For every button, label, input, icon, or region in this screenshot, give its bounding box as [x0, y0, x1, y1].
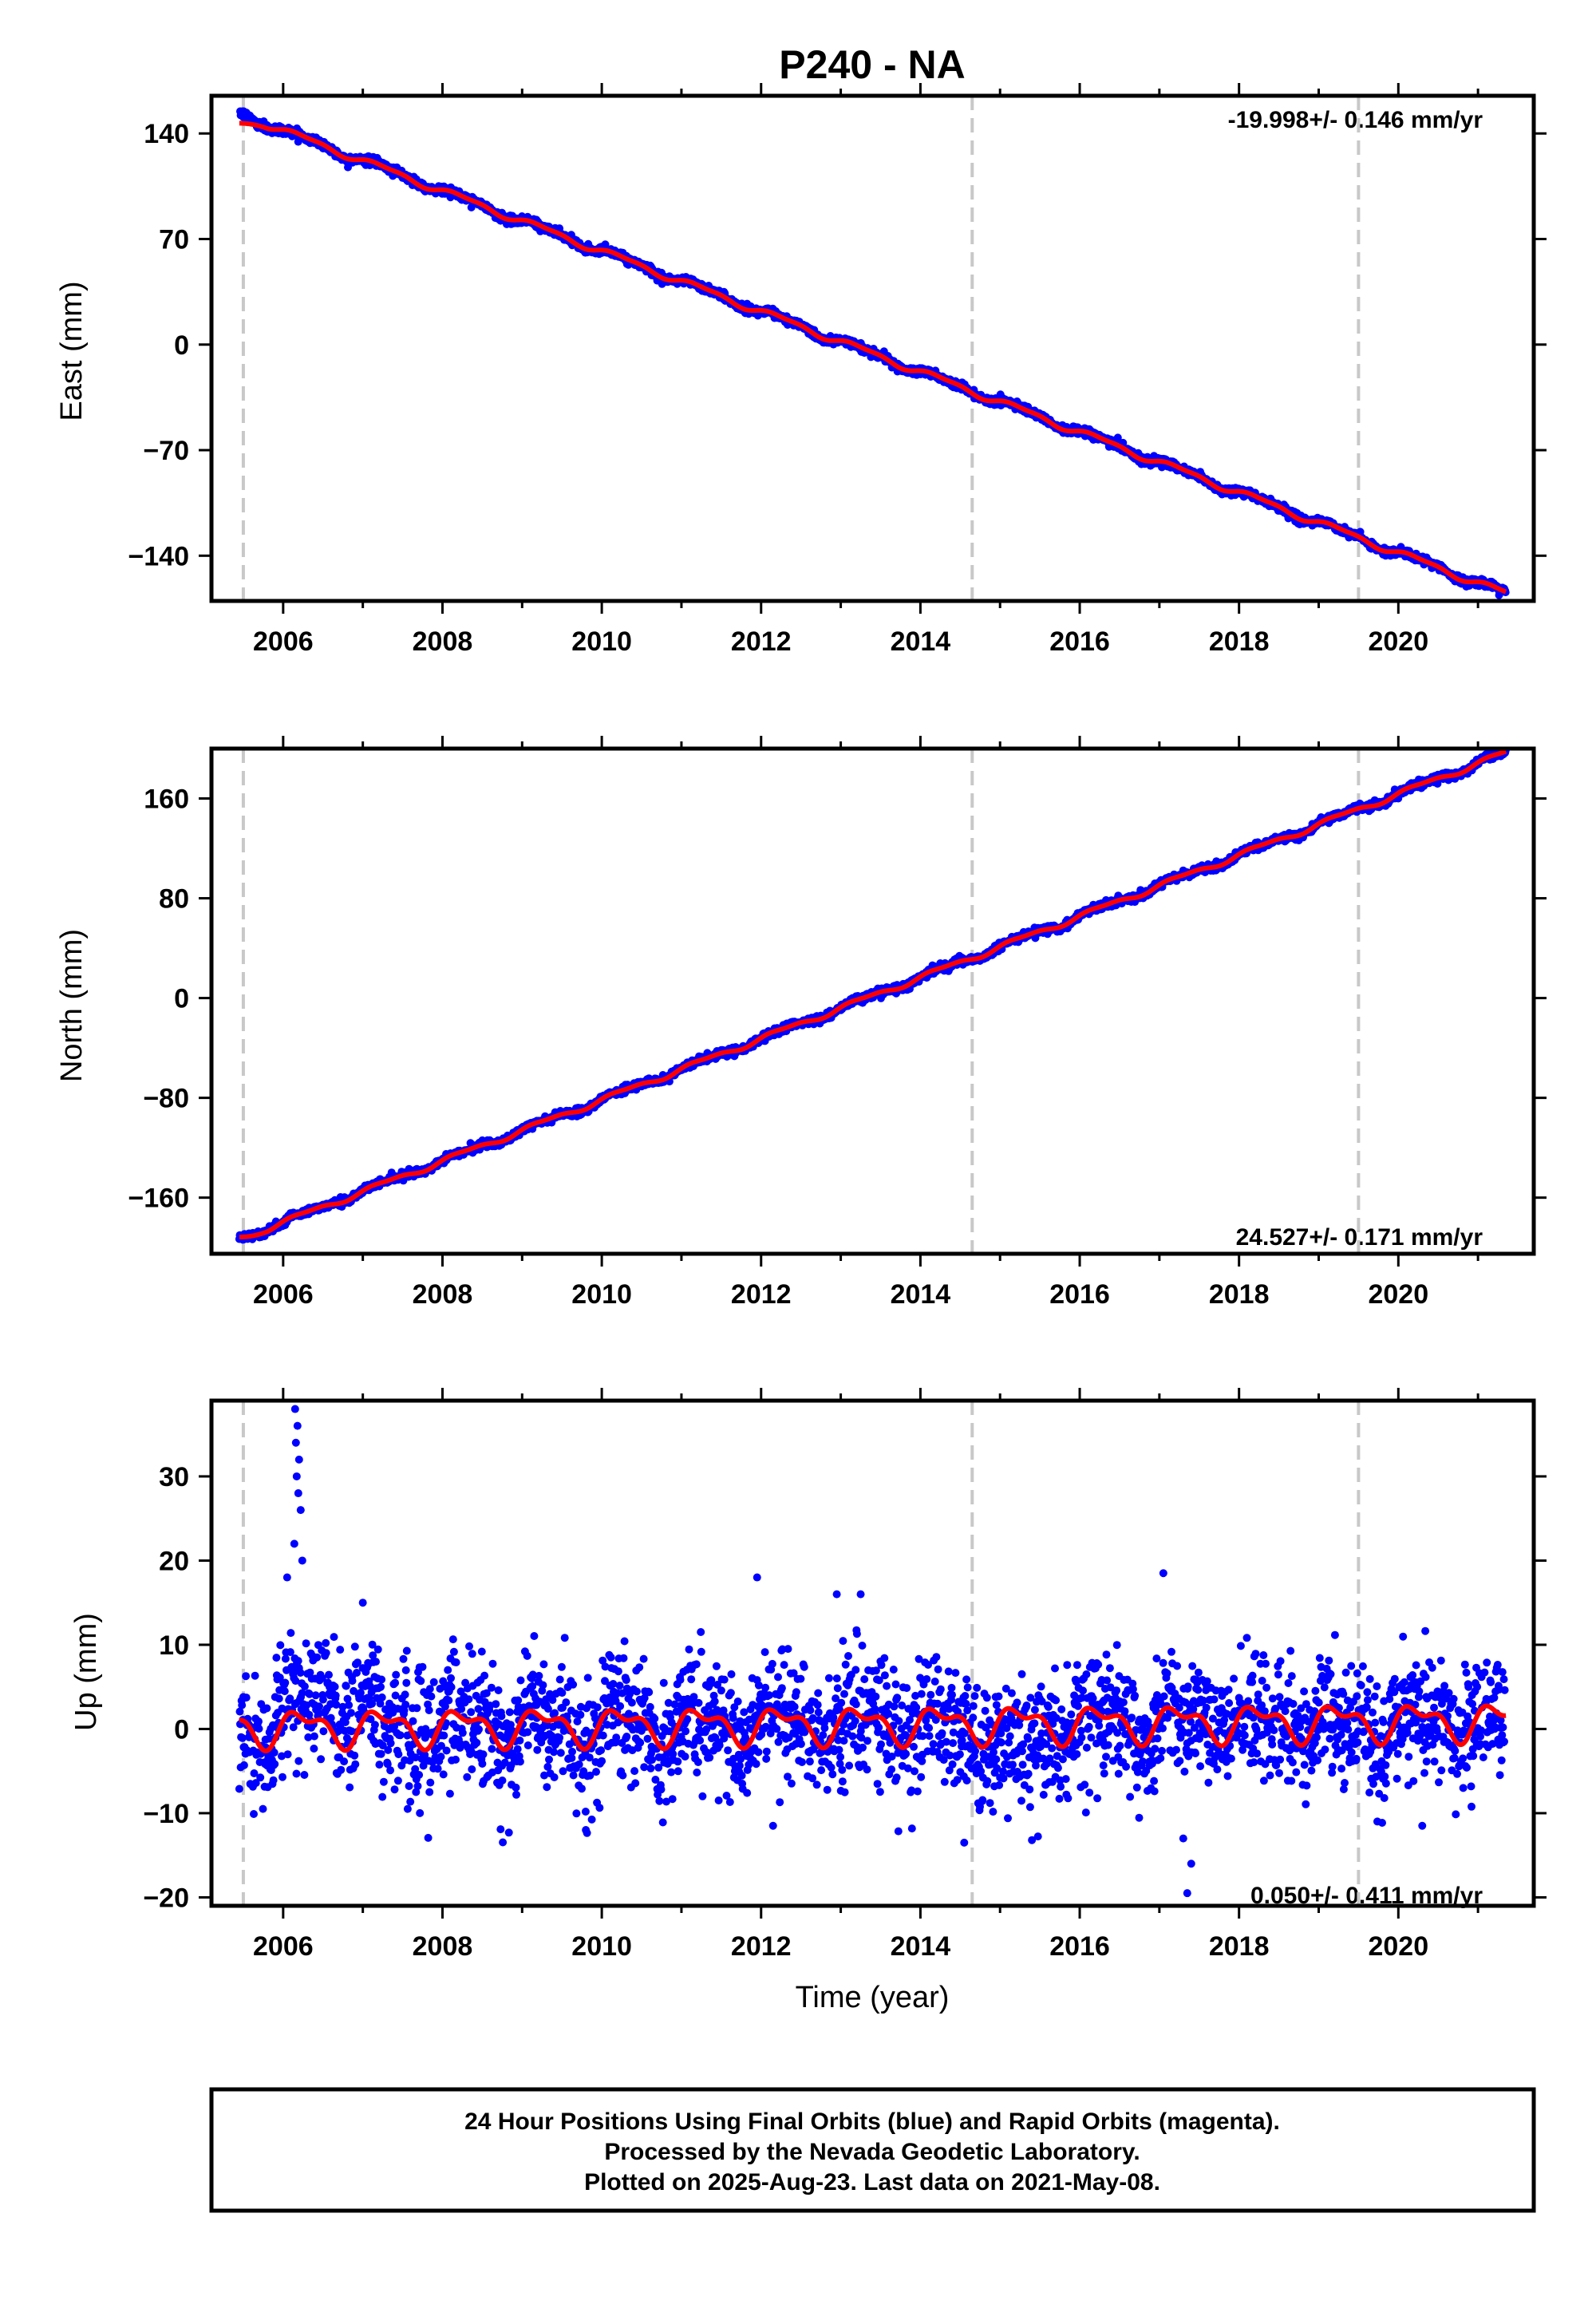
- x-tick-label: 2008: [413, 626, 473, 657]
- model-curve: [239, 121, 1507, 595]
- plot-frame: [209, 93, 1536, 603]
- y-tick-label: −70: [143, 436, 189, 466]
- x-tick-label: 2020: [1368, 626, 1428, 657]
- y-tick-label: −140: [128, 541, 189, 571]
- north-y-axis-label: North (mm): [55, 929, 89, 1082]
- chart-title: P240 - NA: [779, 42, 965, 87]
- east-rate-label: -19.998+/- 0.146 mm/yr: [1228, 107, 1483, 133]
- x-tick-label: 2010: [571, 626, 632, 657]
- x-tick-label: 2012: [731, 626, 792, 657]
- y-tick-label: 0: [174, 330, 189, 361]
- x-tick-label: 2016: [1049, 626, 1110, 657]
- y-tick-label: 140: [144, 119, 189, 149]
- east-panel: -19.998+/- 0.146 mm/yr East (mm) 2006 200…: [55, 83, 1547, 657]
- east-y-axis-label: East (mm): [55, 281, 89, 421]
- y-tick-label: 70: [159, 225, 189, 255]
- x-tick-label: 2006: [253, 626, 314, 657]
- x-tick-label: 2014: [891, 626, 951, 657]
- x-tick-label: 2018: [1209, 626, 1270, 657]
- north-panel: 24.527+/- 0.171 mm/yr North (mm) 2006 200…: [55, 736, 1547, 1310]
